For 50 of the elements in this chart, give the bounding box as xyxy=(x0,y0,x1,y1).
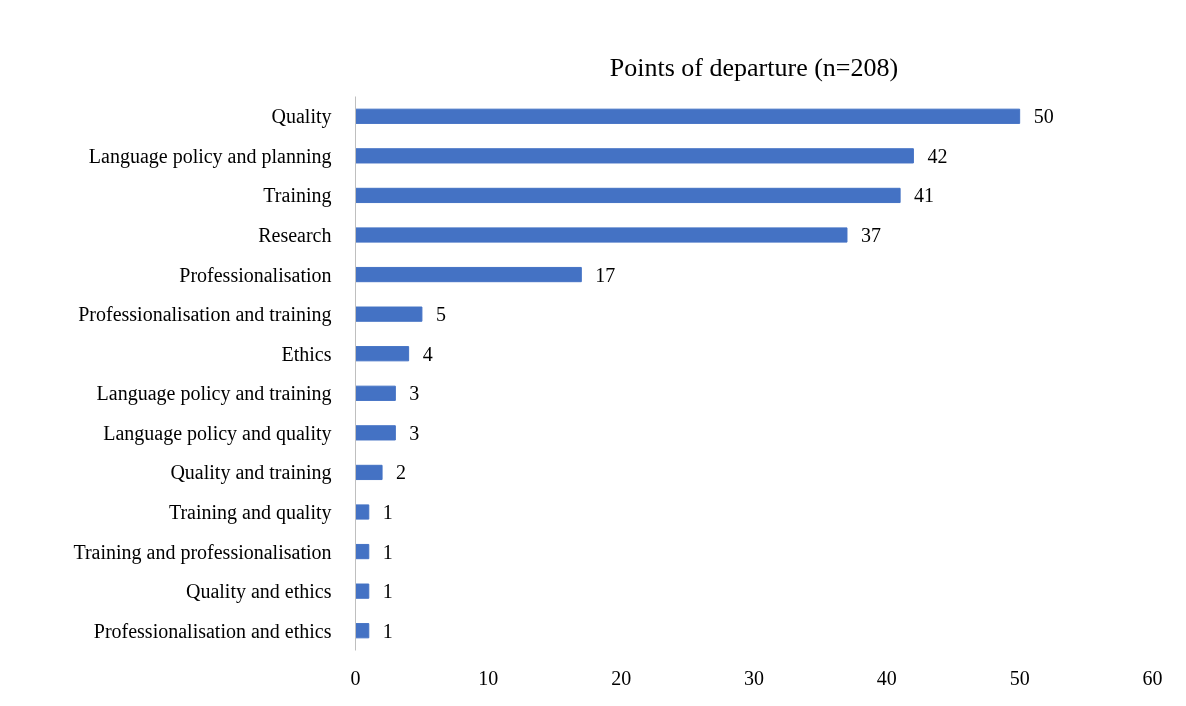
bar xyxy=(355,266,582,283)
bar xyxy=(355,108,1021,124)
bar xyxy=(355,346,410,362)
bar xyxy=(355,464,383,481)
y-tick-label: Training and quality xyxy=(168,501,332,524)
bar xyxy=(355,227,848,243)
bar xyxy=(355,425,396,441)
data-label: 3 xyxy=(409,382,420,405)
data-label: 1 xyxy=(382,540,393,563)
x-tick-label: 0 xyxy=(350,666,361,689)
y-tick-label: Language policy and training xyxy=(96,382,332,406)
y-tick-label: Training and professionalisation xyxy=(73,540,332,564)
y-tick-label: Quality and training xyxy=(170,461,332,485)
y-tick-label: Training xyxy=(263,184,332,208)
chart-title: Points of departure (n=208) xyxy=(609,52,899,82)
y-tick-label: Professionalisation and training xyxy=(78,303,332,327)
y-tick-label: Quality xyxy=(271,105,332,129)
x-tick-label: 40 xyxy=(876,666,897,689)
y-tick-label: Ethics xyxy=(281,342,332,365)
data-label: 4 xyxy=(422,342,433,365)
data-label: 42 xyxy=(927,144,948,167)
x-tick-label: 10 xyxy=(478,666,499,689)
y-tick-label: Language policy and planning xyxy=(88,144,332,168)
data-label: 1 xyxy=(382,619,393,642)
x-tick-label: 60 xyxy=(1142,666,1163,689)
bar xyxy=(355,148,914,164)
bar xyxy=(355,504,370,520)
y-tick-label: Professionalisation and ethics xyxy=(93,619,332,642)
y-tick-label: Professionalisation xyxy=(179,263,332,286)
y-tick-label: Quality and ethics xyxy=(185,580,332,604)
bar xyxy=(355,306,423,322)
bar xyxy=(355,543,370,560)
data-label: 2 xyxy=(396,461,407,484)
x-tick-label: 30 xyxy=(744,666,764,689)
data-label: 17 xyxy=(595,263,616,286)
data-label: 50 xyxy=(1033,105,1054,128)
bar xyxy=(355,385,396,401)
data-label: 5 xyxy=(435,303,446,326)
data-label: 3 xyxy=(409,421,420,444)
bar xyxy=(355,623,370,639)
bar xyxy=(355,583,370,599)
y-tick-label: Language policy and quality xyxy=(103,421,332,445)
data-label: 37 xyxy=(860,224,881,246)
data-label: 1 xyxy=(382,501,393,523)
data-label: 41 xyxy=(914,184,935,207)
x-tick-label: 20 xyxy=(611,666,632,689)
data-label: 1 xyxy=(382,580,393,603)
bar xyxy=(355,187,901,204)
y-tick-label: Research xyxy=(258,224,332,246)
x-tick-label: 50 xyxy=(1009,666,1030,689)
